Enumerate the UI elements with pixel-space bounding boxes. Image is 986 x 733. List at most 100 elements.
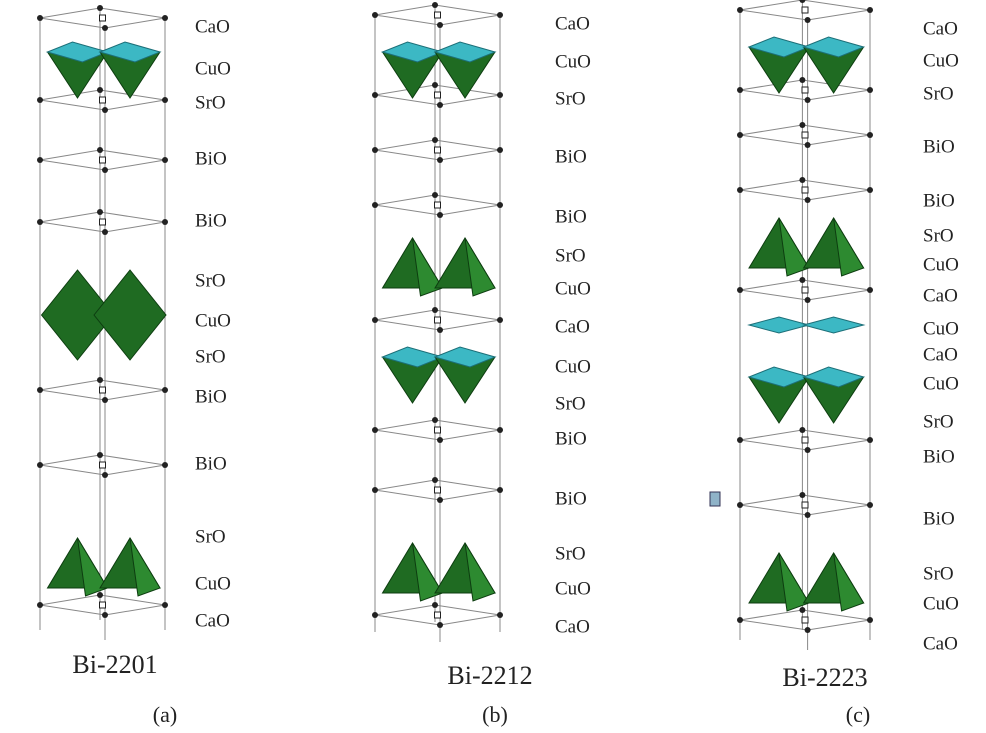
layer-label: CaO <box>923 18 958 39</box>
atom <box>435 612 441 618</box>
atom <box>97 209 103 215</box>
layer-label: CaO <box>923 633 958 654</box>
marker <box>710 492 720 506</box>
layer-label: BiO <box>923 508 955 529</box>
atom <box>37 602 43 608</box>
atom <box>102 229 108 235</box>
layer-label: SrO <box>555 245 586 266</box>
layer-label: CuO <box>555 356 591 377</box>
atom <box>372 427 378 433</box>
layer-label: CuO <box>555 278 591 299</box>
cuo-plane <box>749 317 809 333</box>
atom <box>37 97 43 103</box>
atom <box>432 417 438 423</box>
atom <box>100 602 106 608</box>
atom <box>435 147 441 153</box>
atom <box>799 77 805 83</box>
structure-panel: CaOCuOSrOBiOBiOSrOCuOSrOBiOBiOSrOCuOCaOB… <box>37 5 231 727</box>
atom <box>497 92 503 98</box>
atom <box>497 147 503 153</box>
atom <box>737 132 743 138</box>
atom <box>802 132 808 138</box>
atom <box>867 7 873 13</box>
atom <box>799 122 805 128</box>
atom <box>432 477 438 483</box>
layer-label: CuO <box>195 573 231 594</box>
layer-label: CuO <box>195 310 231 331</box>
layer-label: SrO <box>195 526 226 547</box>
cuo-plane <box>804 317 864 333</box>
atom <box>162 387 168 393</box>
atom <box>102 612 108 618</box>
panel-caption: (a) <box>153 702 177 727</box>
atom <box>867 437 873 443</box>
panel-caption: (c) <box>846 702 870 727</box>
atom <box>497 202 503 208</box>
atom <box>802 187 808 193</box>
layer-label: BiO <box>555 428 587 449</box>
layer-label: BiO <box>195 386 227 407</box>
layer-label: SrO <box>195 346 226 367</box>
atom <box>737 502 743 508</box>
layer-label: SrO <box>923 83 954 104</box>
atom <box>162 157 168 163</box>
atom <box>37 219 43 225</box>
atom <box>97 452 103 458</box>
layer-label: BiO <box>195 148 227 169</box>
atom <box>805 447 811 453</box>
atom <box>102 397 108 403</box>
atom <box>867 132 873 138</box>
atom <box>802 502 808 508</box>
layer-label: BiO <box>555 206 587 227</box>
atom <box>805 142 811 148</box>
layer-label: CaO <box>923 344 958 365</box>
atom <box>97 5 103 11</box>
atom <box>799 492 805 498</box>
atom <box>805 197 811 203</box>
layer-label: SrO <box>555 88 586 109</box>
structure-panel: CaOCuOSrOBiOBiOSrOCuOCaOCuOSrOBiOBiOSrOC… <box>372 2 591 727</box>
atom <box>97 87 103 93</box>
atom <box>737 7 743 13</box>
layer-label: BiO <box>923 136 955 157</box>
atom <box>437 437 443 443</box>
atom <box>432 82 438 88</box>
atom <box>435 317 441 323</box>
atom <box>802 437 808 443</box>
layer-label: CuO <box>923 373 959 394</box>
atom <box>497 487 503 493</box>
atom <box>437 102 443 108</box>
atom <box>162 219 168 225</box>
atom <box>437 497 443 503</box>
atom <box>805 627 811 633</box>
atom <box>102 167 108 173</box>
atom <box>100 15 106 21</box>
layer-label: SrO <box>555 393 586 414</box>
atom <box>100 387 106 393</box>
atom <box>437 22 443 28</box>
atom <box>102 25 108 31</box>
atom <box>37 15 43 21</box>
panel-caption: (b) <box>482 702 508 727</box>
atom <box>805 17 811 23</box>
atom <box>437 157 443 163</box>
atom <box>432 137 438 143</box>
atom <box>802 287 808 293</box>
atom <box>97 377 103 383</box>
atom <box>372 202 378 208</box>
atom <box>102 472 108 478</box>
structure-name: Bi-2212 <box>447 661 532 690</box>
atom <box>435 487 441 493</box>
atom <box>497 427 503 433</box>
layer-label: CaO <box>195 610 230 631</box>
layer-label: SrO <box>195 270 226 291</box>
atom <box>435 427 441 433</box>
atom <box>802 617 808 623</box>
atom <box>435 202 441 208</box>
atom <box>97 592 103 598</box>
atom <box>162 462 168 468</box>
atom <box>432 2 438 8</box>
atom <box>737 437 743 443</box>
atom <box>100 462 106 468</box>
atom <box>497 612 503 618</box>
